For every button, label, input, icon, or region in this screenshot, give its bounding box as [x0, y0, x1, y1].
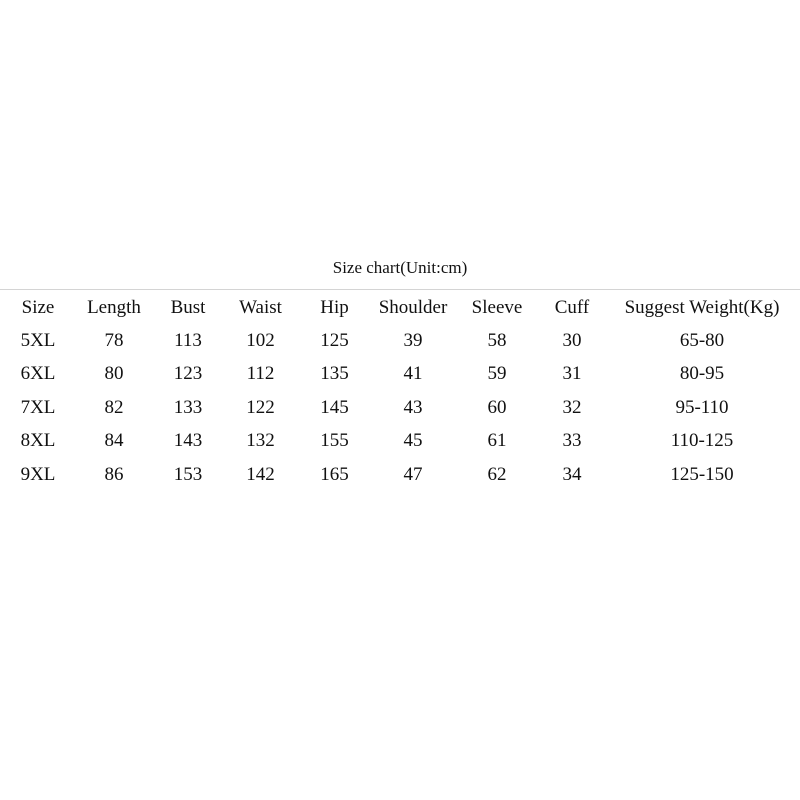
column-header: Hip — [320, 297, 349, 318]
size-chart-title: Size chart(Unit:cm) — [332, 258, 468, 277]
table-cell: 33 — [562, 430, 582, 452]
table-row: 6XL 80 123 112 135 41 59 31 80-95 — [0, 358, 800, 392]
table-cell: 102 — [246, 329, 275, 351]
table-cell: 153 — [173, 463, 203, 485]
table-cell: 125-150 — [670, 463, 734, 485]
table-cell: 155 — [320, 430, 349, 452]
table-cell: 145 — [320, 396, 349, 418]
column-header: Bust — [170, 297, 206, 318]
column-header: Shoulder — [378, 297, 448, 318]
column-header: Waist — [239, 297, 282, 318]
table-cell: 47 — [403, 463, 423, 485]
table-cell: 62 — [487, 463, 507, 485]
table-cell: 133 — [173, 396, 203, 418]
table-cell: 34 — [562, 463, 582, 485]
column-header: Size — [21, 297, 55, 318]
table-cell: 82 — [104, 396, 124, 418]
table-cell: 58 — [487, 329, 507, 351]
table-cell: 5XL — [20, 329, 56, 351]
column-header: Length — [87, 297, 141, 318]
table-cell: 78 — [104, 329, 124, 351]
table-cell: 43 — [403, 396, 423, 418]
table-cell: 135 — [320, 363, 349, 385]
table-cell: 125 — [320, 329, 349, 351]
table-cell: 80 — [104, 363, 124, 385]
table-row: 7XL 82 133 122 145 43 60 32 95-110 — [0, 391, 800, 425]
divider — [0, 289, 800, 290]
table-cell: 31 — [562, 363, 582, 385]
table-cell: 142 — [246, 463, 275, 485]
column-header: Sleeve — [471, 297, 523, 318]
table-cell: 9XL — [20, 463, 56, 485]
table-cell: 80-95 — [679, 363, 725, 385]
table-cell: 110-125 — [670, 430, 734, 452]
table-cell: 61 — [487, 430, 507, 452]
table-cell: 65-80 — [679, 329, 725, 351]
table-cell: 45 — [403, 430, 423, 452]
table-cell: 95-110 — [675, 396, 729, 418]
table-cell: 41 — [403, 363, 423, 385]
table-cell: 122 — [246, 396, 275, 418]
table-row: 9XL 86 153 142 165 47 62 34 125-150 — [0, 458, 800, 492]
table-cell: 86 — [104, 463, 124, 485]
table-cell: 143 — [173, 430, 203, 452]
table-row: 5XL 78 113 102 125 39 58 30 65-80 — [0, 324, 800, 358]
size-table: Size Length Bust Waist Hip Shoulder Sleeve Cuff… — [0, 292, 800, 492]
table-row: 8XL 84 143 132 155 45 61 33 110-125 — [0, 425, 800, 459]
table-cell: 39 — [403, 329, 423, 351]
table-cell: 59 — [487, 363, 507, 385]
header-row: Size Length Bust Waist Hip Shoulder Sleeve Cuff… — [0, 292, 800, 324]
table-cell: 30 — [562, 329, 582, 351]
table-cell: 60 — [487, 396, 507, 418]
table-cell: 112 — [246, 363, 275, 385]
table-cell: 165 — [320, 463, 349, 485]
table-cell: 6XL — [20, 363, 56, 385]
column-header: Cuff — [554, 297, 590, 318]
table-cell: 84 — [104, 430, 124, 452]
table-cell: 8XL — [20, 430, 56, 452]
table-cell: 123 — [173, 363, 203, 385]
column-header: Suggest Weight(Kg) — [624, 297, 780, 318]
table-cell: 32 — [562, 396, 582, 418]
table-cell: 132 — [246, 430, 275, 452]
table-cell: 113 — [174, 329, 202, 351]
table-cell: 7XL — [20, 396, 56, 418]
